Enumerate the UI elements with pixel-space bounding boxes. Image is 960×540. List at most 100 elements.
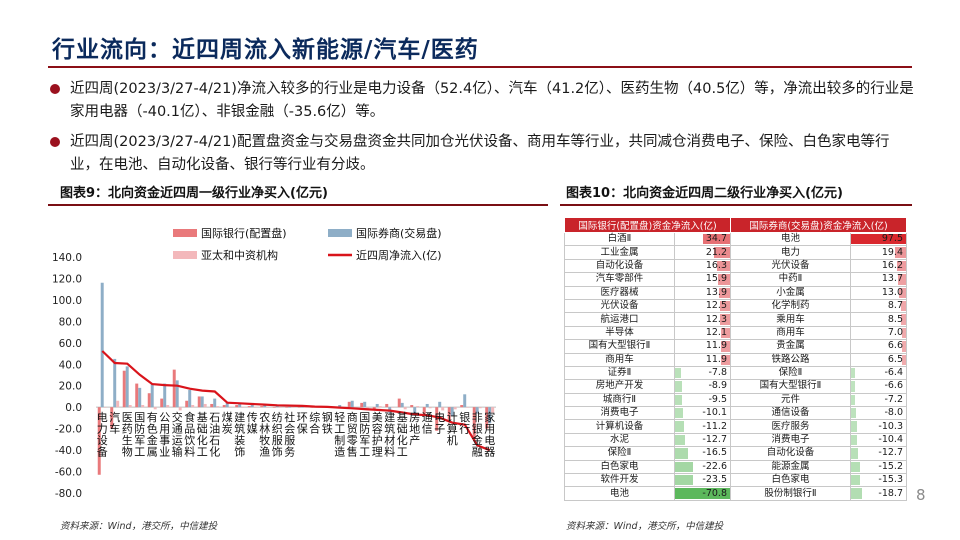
value-bar [717, 260, 730, 272]
bank-sector-value: 11.9 [674, 339, 731, 354]
bank-sector-name: 汽车零部件 [564, 272, 675, 287]
category-label: 电力设备 [97, 411, 108, 459]
bar-bank [147, 393, 151, 408]
figure-left-rule [48, 204, 548, 206]
bar-bank [435, 407, 439, 431]
bar-asia [116, 400, 120, 408]
category-label: 钢铁 [322, 411, 333, 436]
slide-title: 行业流向：近四周流入新能源/汽车/医药 [52, 37, 479, 63]
bar-bank [247, 406, 251, 408]
bar-asia [178, 407, 182, 411]
legend-swatch [328, 229, 352, 237]
broker-sector-value: -12.7 [850, 446, 907, 461]
y-tick-label: -40.0 [55, 445, 82, 457]
bar-broker [200, 396, 204, 408]
bar-asia [416, 406, 420, 408]
legend-label: 国际券商(交易盘) [356, 226, 442, 240]
legend-label: 国际银行(配置盘) [201, 226, 287, 240]
table-row: 城商行Ⅱ -9.5 元件 -7.2 [564, 392, 907, 408]
value-text: -10.1 [702, 407, 727, 419]
bar-broker [213, 398, 217, 408]
table-row: 商用车 11.9 铁路公路 6.5 [564, 352, 907, 367]
table-row: 光伏设备 12.5 化学制药 8.7 [564, 298, 907, 314]
broker-sector-name: 铁路公路 [730, 352, 851, 367]
value-bar [851, 394, 856, 406]
bank-sector-name: 自动化设备 [564, 258, 675, 274]
broker-sector-value: 13.0 [850, 285, 907, 300]
broker-sector-value: -6.4 [850, 365, 907, 381]
bar-broker [225, 402, 229, 408]
broker-sector-value: 19.4 [850, 245, 907, 260]
bullet-dot-icon [50, 137, 60, 147]
value-text: -70.8 [702, 487, 727, 499]
bar-broker [138, 387, 142, 408]
value-bar [901, 300, 906, 312]
value-text: 15.9 [705, 273, 727, 285]
broker-sector-name: 光伏设备 [730, 258, 851, 274]
category-label: 石油石化 [209, 411, 220, 459]
value-text: -11.2 [702, 420, 727, 432]
value-text: -22.6 [702, 460, 727, 472]
value-text: 7.0 [887, 326, 903, 338]
bar-bank [385, 403, 389, 408]
broker-sector-name: 白色家电 [730, 473, 851, 488]
value-text: 6.5 [887, 353, 903, 365]
y-tick-label: 100.0 [52, 295, 82, 307]
bar-broker [263, 405, 267, 408]
table-row: 保险Ⅱ -16.5 自动化设备 -12.7 [564, 446, 907, 461]
bar-bank [360, 402, 364, 408]
bar-broker [275, 406, 279, 408]
bar-broker [163, 383, 167, 408]
value-text: 13.9 [705, 286, 727, 298]
broker-sector-name: 元件 [730, 392, 851, 408]
value-bar [720, 327, 730, 339]
table-row: 航运港口 12.3 乘用车 8.5 [564, 312, 907, 327]
broker-sector-value: 6.5 [850, 352, 907, 367]
table-header-broker: 国际券商(交易盘)资金净流入(亿) [730, 217, 907, 233]
bar-asia [403, 407, 407, 410]
broker-sector-value: -15.3 [850, 473, 907, 488]
bank-sector-name: 医疗器械 [564, 285, 675, 300]
value-bar [720, 314, 730, 325]
broker-sector-name: 中药Ⅱ [730, 272, 851, 287]
category-label: 传媒 [247, 411, 258, 436]
value-bar [901, 314, 906, 325]
broker-sector-value: 7.0 [850, 325, 907, 341]
bar-asia [366, 407, 370, 409]
value-bar [851, 408, 856, 419]
bank-sector-value: -23.5 [674, 473, 731, 488]
bar-bank [160, 398, 164, 408]
value-bar [902, 341, 906, 352]
bar-bank [235, 405, 239, 408]
legend-swatch [173, 229, 197, 237]
bank-sector-name: 房地产开发 [564, 379, 675, 394]
bullet-1: 近四周(2023/3/27-4/21)净流入较多的行业是电力设备（52.4亿）、… [50, 78, 918, 124]
bar-asia [191, 405, 195, 408]
category-label: 医药生物 [122, 411, 133, 459]
bank-sector-value: 15.9 [674, 272, 731, 287]
value-bar [720, 354, 730, 365]
value-bar [898, 274, 906, 285]
bar-bank [410, 405, 414, 408]
bar-broker [238, 403, 242, 408]
category-label: 美容护理 [372, 411, 383, 459]
y-tick-label: 40.0 [59, 359, 82, 371]
bar-bank [347, 401, 351, 408]
value-bar [898, 287, 906, 298]
value-text: -7.2 [884, 393, 903, 405]
broker-sector-value: 16.2 [850, 258, 907, 274]
category-label: 建筑装饰 [234, 410, 245, 459]
sector-flow-table: 国际银行(配置盘)资金净流入(亿) 国际券商(交易盘)资金净流入(亿) 白酒Ⅱ 3… [564, 217, 907, 501]
broker-sector-value: 8.5 [850, 312, 907, 327]
bullet-2-text: 近四周(2023/3/27-4/21)配置盘资金与交易盘资金共同加仓光伏设备、商… [70, 134, 890, 173]
bar-asia [203, 403, 207, 408]
bar-broker [288, 407, 292, 408]
value-text: -8.9 [708, 380, 727, 392]
bank-sector-value: -12.7 [674, 432, 731, 448]
bar-asia [428, 407, 432, 409]
category-label: 银行 [459, 410, 470, 436]
bar-broker [150, 383, 154, 408]
table-row: 电池 -70.8 股份制银行Ⅱ -18.7 [564, 486, 907, 501]
bar-asia [153, 407, 157, 410]
bar-bank [222, 405, 226, 408]
